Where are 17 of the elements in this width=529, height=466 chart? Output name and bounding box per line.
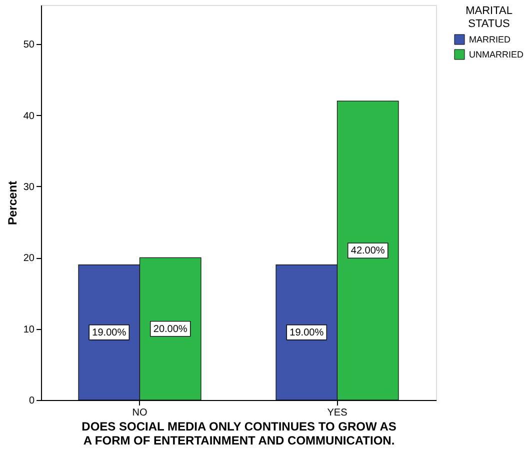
- y-tick-label: 30: [23, 182, 35, 193]
- x-tick-label: NO: [132, 408, 148, 418]
- legend-label: UNMARRIED: [469, 50, 524, 60]
- y-tick-label: 20: [23, 253, 35, 264]
- x-axis-title: DOES SOCIAL MEDIA ONLY CONTINUES TO GROW AS A FORM OF ENTERTAINMENT AND COMMUNICATION.: [82, 420, 396, 448]
- data-label: 19.00%: [92, 327, 126, 338]
- y-tick-label: 0: [28, 396, 35, 406]
- legend-title: MARITAL STATUS: [466, 5, 512, 30]
- legend-label: MARRIED: [469, 34, 511, 44]
- data-label: 20.00%: [153, 324, 188, 335]
- data-label: 19.00%: [290, 327, 324, 338]
- y-axis-title: Percent: [5, 180, 20, 226]
- y-tick-label: 10: [23, 324, 35, 336]
- data-label: 42.00%: [350, 246, 385, 257]
- y-tick-label: 50: [23, 40, 35, 51]
- x-tick-label: YES: [327, 408, 348, 418]
- y-tick-label: 40: [23, 110, 35, 122]
